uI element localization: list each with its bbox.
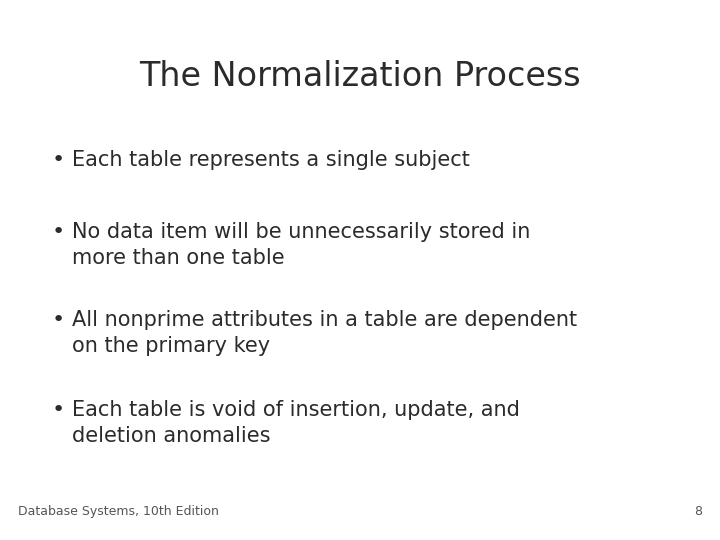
Text: No data item will be unnecessarily stored in
more than one table: No data item will be unnecessarily store… [72, 222, 531, 268]
Text: All nonprime attributes in a table are dependent
on the primary key: All nonprime attributes in a table are d… [72, 310, 577, 356]
Text: •: • [52, 222, 66, 242]
Text: 8: 8 [694, 505, 702, 518]
Text: •: • [52, 400, 66, 420]
Text: Each table is void of insertion, update, and
deletion anomalies: Each table is void of insertion, update,… [72, 400, 520, 445]
Text: The Normalization Process: The Normalization Process [139, 60, 581, 93]
Text: Database Systems, 10th Edition: Database Systems, 10th Edition [18, 505, 219, 518]
Text: Each table represents a single subject: Each table represents a single subject [72, 150, 470, 170]
Text: •: • [52, 150, 66, 170]
Text: •: • [52, 310, 66, 330]
